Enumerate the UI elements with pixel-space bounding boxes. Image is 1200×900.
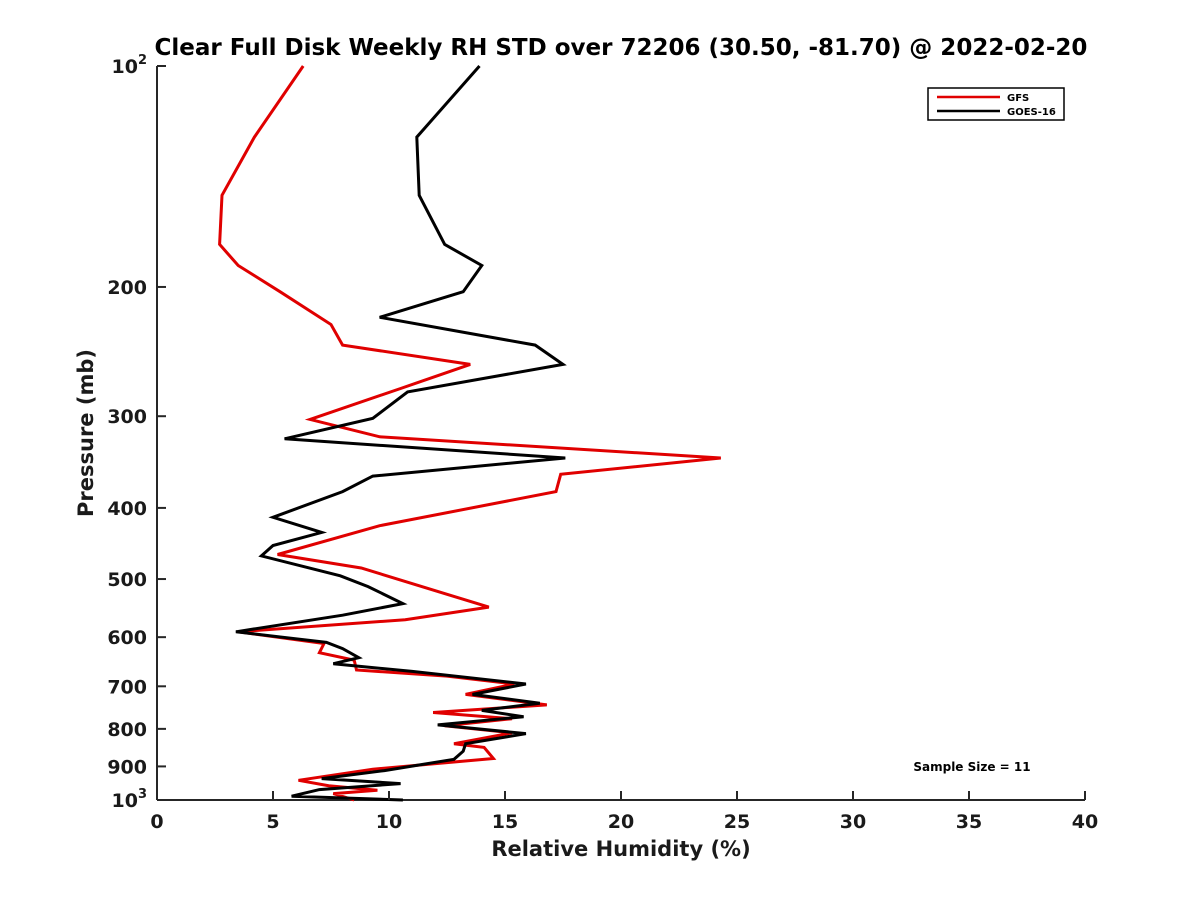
x-tick-label: 0	[150, 811, 163, 833]
y-axis-ticks: 102 200 300 400 500 600 700 800 900 103	[107, 53, 166, 812]
x-tick-label: 40	[1072, 811, 1098, 833]
y-tick-label: 700	[107, 676, 147, 698]
x-tick-label: 35	[956, 811, 982, 833]
y-tick-label: 200	[107, 277, 147, 299]
x-tick-label: 20	[608, 811, 634, 833]
y-tick-label: 800	[107, 719, 147, 741]
legend-entry: GFS	[1007, 93, 1029, 104]
y-tick-label: 102	[112, 53, 148, 78]
x-tick-label: 25	[724, 811, 750, 833]
sample-size-annotation: Sample Size = 11	[913, 760, 1030, 774]
y-tick-label: 900	[107, 756, 147, 778]
series-layer	[218, 65, 721, 802]
y-tick-label: 400	[107, 498, 147, 520]
x-axis-ticks: 0 5 10 15 20 25 30 35 40	[150, 791, 1098, 833]
y-axis-label: Pressure (mb)	[74, 349, 98, 517]
y-tick-label: 103	[112, 787, 148, 812]
chart-title: Clear Full Disk Weekly RH STD over 72206…	[155, 35, 1088, 61]
y-tick-label: 300	[107, 406, 147, 428]
y-tick-label: 500	[107, 569, 147, 591]
series-line-goes-16	[235, 65, 567, 802]
legend-entry: GOES-16	[1007, 107, 1056, 118]
y-tick-label: 600	[107, 627, 147, 649]
legend: GFS GOES-16	[927, 87, 1065, 121]
legend-box	[927, 87, 1065, 121]
x-tick-label: 5	[266, 811, 279, 833]
x-tick-label: 15	[492, 811, 518, 833]
x-tick-label: 10	[376, 811, 402, 833]
x-axis-label: Relative Humidity (%)	[491, 837, 750, 861]
x-tick-label: 30	[840, 811, 866, 833]
